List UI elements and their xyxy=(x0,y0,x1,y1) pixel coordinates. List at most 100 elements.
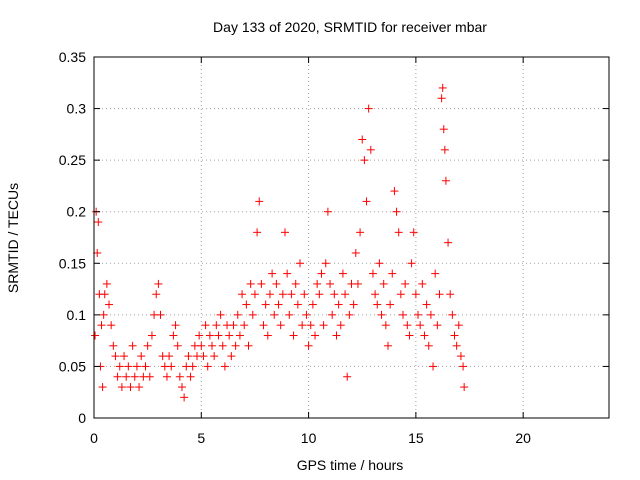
data-point xyxy=(358,135,367,144)
data-point xyxy=(396,290,405,299)
data-point xyxy=(315,290,324,299)
data-point xyxy=(169,331,178,340)
data-point xyxy=(98,383,107,392)
y-axis-label: SRMTID / TECUs xyxy=(5,183,21,293)
data-point xyxy=(268,269,277,278)
data-point xyxy=(418,279,427,288)
data-point xyxy=(147,331,156,340)
data-point xyxy=(145,372,154,381)
data-point xyxy=(298,321,307,330)
data-point xyxy=(411,290,420,299)
data-point xyxy=(205,331,214,340)
y-tick-label: 0.3 xyxy=(67,101,87,117)
x-axis-label: GPS time / hours xyxy=(297,457,404,473)
x-tick-label: 5 xyxy=(197,430,205,446)
y-tick-label: 0.05 xyxy=(59,358,86,374)
data-point xyxy=(313,279,322,288)
data-series-srmtid xyxy=(91,83,469,402)
data-point xyxy=(440,145,449,154)
data-point xyxy=(392,207,401,216)
data-point xyxy=(250,290,259,299)
x-axis-tick-labels: 0 5 10 15 20 xyxy=(90,430,531,446)
data-point xyxy=(459,362,468,371)
data-point xyxy=(394,228,403,237)
data-point xyxy=(429,362,438,371)
y-tick-label: 0.25 xyxy=(59,152,86,168)
y-axis-tick-labels: 0 0.05 0.1 0.15 0.2 0.25 0.3 0.35 xyxy=(59,49,86,426)
data-point xyxy=(263,331,272,340)
data-point xyxy=(156,310,165,319)
data-point xyxy=(341,290,350,299)
data-point xyxy=(381,321,390,330)
data-point xyxy=(317,269,326,278)
data-point xyxy=(274,300,283,309)
data-point xyxy=(235,331,244,340)
data-point xyxy=(364,104,373,113)
data-point xyxy=(446,290,455,299)
data-point xyxy=(122,372,131,381)
data-point xyxy=(435,290,444,299)
data-point xyxy=(306,321,315,330)
data-point xyxy=(323,207,332,216)
data-point xyxy=(308,300,317,309)
data-point xyxy=(141,362,150,371)
data-point xyxy=(94,218,103,227)
data-point xyxy=(373,300,382,309)
data-point xyxy=(132,362,141,371)
x-tick-label: 0 xyxy=(90,430,98,446)
data-point xyxy=(238,290,247,299)
data-point xyxy=(366,145,375,154)
data-point xyxy=(439,125,448,134)
data-point xyxy=(240,321,249,330)
data-point xyxy=(188,362,197,371)
data-point xyxy=(414,310,423,319)
data-point xyxy=(201,321,210,330)
grid xyxy=(94,57,609,418)
data-point xyxy=(283,269,292,278)
data-point xyxy=(212,321,221,330)
data-point xyxy=(362,197,371,206)
data-point xyxy=(375,259,384,268)
data-point xyxy=(143,341,152,350)
data-point xyxy=(326,279,335,288)
data-point xyxy=(300,290,309,299)
data-point xyxy=(319,321,328,330)
data-point xyxy=(383,341,392,350)
data-point xyxy=(448,310,457,319)
data-point xyxy=(356,228,365,237)
data-point xyxy=(454,321,463,330)
x-tick-label: 20 xyxy=(515,430,531,446)
data-point xyxy=(227,352,236,361)
data-point xyxy=(259,321,268,330)
data-point xyxy=(343,372,352,381)
data-point xyxy=(128,341,137,350)
data-point xyxy=(444,238,453,247)
data-point xyxy=(386,300,395,309)
data-point xyxy=(280,228,289,237)
data-point xyxy=(137,352,146,361)
data-point xyxy=(293,300,302,309)
data-point xyxy=(111,352,120,361)
data-point xyxy=(388,269,397,278)
data-point xyxy=(218,341,227,350)
y-tick-label: 0 xyxy=(78,410,86,426)
data-point xyxy=(109,341,118,350)
data-point xyxy=(377,310,386,319)
data-point xyxy=(270,310,279,319)
data-point xyxy=(336,321,345,330)
x-tick-label: 10 xyxy=(301,430,317,446)
data-point xyxy=(450,331,459,340)
data-point xyxy=(102,279,111,288)
data-point xyxy=(351,248,360,257)
data-point xyxy=(177,383,186,392)
data-point xyxy=(248,310,257,319)
data-point xyxy=(424,341,433,350)
plot-frame xyxy=(93,56,610,419)
data-point xyxy=(242,300,251,309)
data-point xyxy=(113,372,122,381)
data-point xyxy=(438,83,447,92)
data-point xyxy=(422,300,431,309)
data-point xyxy=(272,279,281,288)
data-point xyxy=(135,383,144,392)
